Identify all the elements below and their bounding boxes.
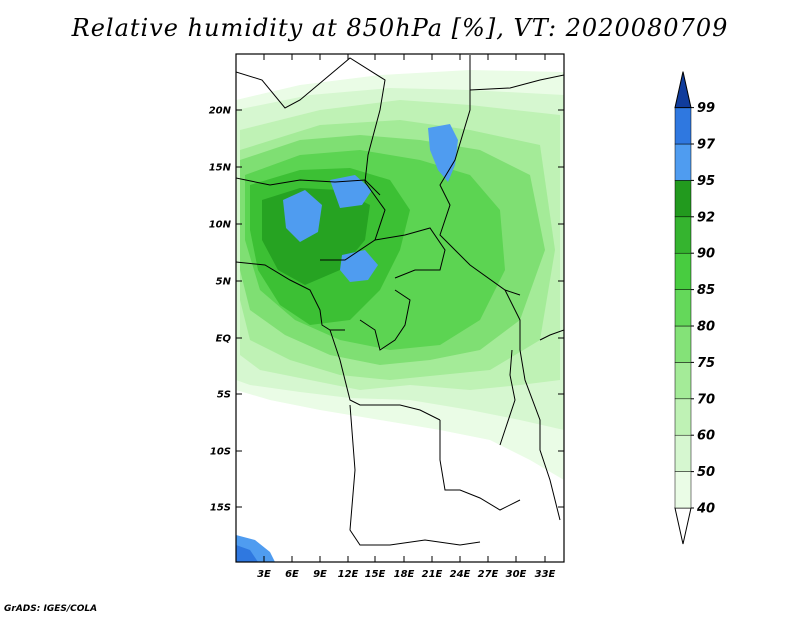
border-path-east-lakes (499, 349, 516, 446)
colorbar: 40 50 60 70 75 80 85 90 92 95 97 99 (674, 71, 716, 545)
lat-label: 15N (209, 163, 232, 174)
colorbar-label: 95 (697, 174, 715, 189)
lat-label: 5N (216, 277, 232, 288)
border-path-ethiopia (469, 74, 564, 91)
country-borders (236, 55, 564, 546)
colorbar-label: 85 (697, 283, 715, 298)
colorbar-segment (674, 216, 692, 254)
border-path-angola-zambia (439, 420, 521, 511)
rh-95-region-center (340, 250, 378, 282)
colorbar-label: 60 (697, 429, 715, 444)
rh-95-region-nw (330, 175, 372, 208)
border-path-west-coast (236, 261, 345, 331)
colorbar-segment (674, 471, 692, 509)
colorbar-segment (674, 252, 692, 290)
colorbar-segment (674, 107, 692, 145)
lon-label: 24E (450, 569, 471, 580)
border-path-north (236, 57, 386, 241)
colorbar-label: 99 (697, 101, 715, 116)
lon-label: 15E (365, 569, 386, 580)
humidity-field (236, 54, 564, 562)
border-path-congo-drc (359, 289, 411, 351)
lon-label: 9E (313, 569, 327, 580)
colorbar-segment (674, 325, 692, 363)
grads-credit: GrADS: IGES/COLA (4, 604, 98, 614)
border-path-gabon-congo (329, 329, 441, 421)
lat-label: 5S (217, 390, 231, 401)
colorbar-segment (674, 434, 692, 472)
lat-label: 20N (209, 106, 232, 117)
colorbar-segment (674, 362, 692, 400)
colorbar-label: 97 (697, 138, 716, 153)
lat-label: 15S (210, 503, 231, 514)
colorbar-label: 75 (697, 356, 715, 371)
colorbar-label: 92 (697, 210, 715, 225)
colorbar-label: 80 (697, 320, 715, 335)
colorbar-max-arrow (674, 71, 692, 109)
lon-label: 6E (285, 569, 299, 580)
longitude-axis: 3E 6E 9E 12E 15E 18E 21E 24E 27E 30E 33E (257, 54, 556, 580)
lon-label: 21E (422, 569, 443, 580)
lon-label: 33E (535, 569, 556, 580)
lat-label: 10S (210, 447, 231, 458)
lon-label: 3E (257, 569, 271, 580)
border-path-drc-south (349, 404, 481, 546)
border-path-east (504, 289, 561, 521)
colorbar-label: 70 (697, 392, 715, 407)
colorbar-segment (674, 143, 692, 181)
rh-97-region-sw-corner (236, 545, 258, 562)
colorbar-label: 40 (696, 502, 715, 517)
lon-label: 18E (394, 569, 415, 580)
colorbar-label: 50 (697, 465, 715, 480)
colorbar-segment (674, 398, 692, 436)
lon-label: 30E (506, 569, 527, 580)
colorbar-segment (674, 180, 692, 218)
lon-label: 27E (478, 569, 499, 580)
rh-95-region-west (283, 190, 322, 242)
border-path-car (320, 227, 446, 279)
border-path-chad-sudan (439, 55, 521, 296)
latitude-axis: 20N 15N 10N 5N EQ 5S 10S 15S (209, 106, 564, 514)
colorbar-label: 90 (697, 247, 715, 262)
lat-label: EQ (216, 334, 232, 345)
colorbar-segment (674, 289, 692, 327)
map-title: Relative humidity at 850hPa [%], VT: 202… (71, 14, 729, 42)
map-frame (235, 53, 565, 563)
colorbar-min-arrow (674, 507, 692, 545)
border-path-kenya (539, 329, 564, 341)
lat-label: 10N (209, 220, 232, 231)
border-path-sahel (236, 177, 381, 196)
lon-label: 12E (338, 569, 359, 580)
